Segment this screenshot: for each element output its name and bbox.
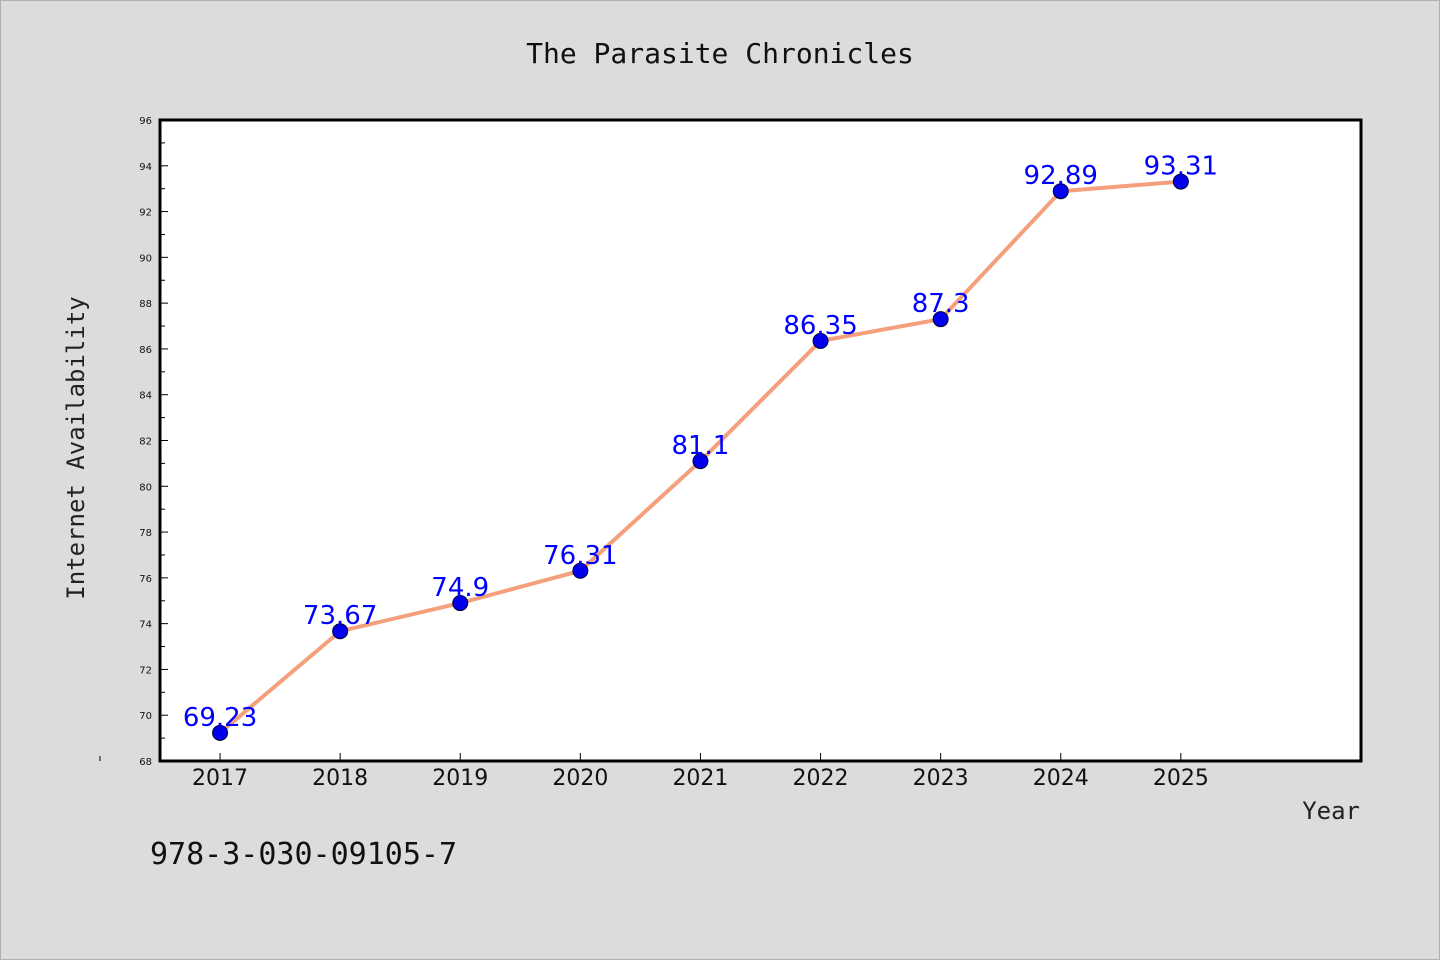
isbn-text: 978-3-030-09105-7: [150, 837, 457, 872]
data-label: 81.1: [672, 431, 730, 461]
y-tick-label: 78: [139, 528, 152, 539]
data-point: [932, 311, 949, 328]
x-tick-label: 2021: [672, 766, 728, 791]
y-tick-label: 94: [139, 162, 152, 173]
data-label: 74.9: [431, 573, 489, 603]
y-tick-label: 90: [139, 253, 152, 264]
data-point: [692, 453, 709, 470]
x-tick-label: 2017: [192, 766, 248, 791]
x-tick-label: 2022: [793, 766, 849, 791]
data-point: [572, 562, 589, 579]
y-tick-label: 80: [139, 482, 152, 493]
data-point: [1172, 173, 1189, 190]
x-tick-label: 2020: [552, 766, 608, 791]
data-point: [332, 623, 349, 640]
y-tick-label: 88: [139, 299, 152, 310]
data-point: [1052, 183, 1069, 200]
x-tick-label: 2025: [1153, 766, 1209, 791]
data-label: 73.67: [303, 601, 377, 631]
y-axis-label: Internet Availability: [62, 296, 90, 599]
y-tick-label: 92: [139, 208, 152, 219]
plot-area: [158, 118, 1363, 763]
y-tick-label: 70: [139, 711, 152, 722]
series-group: [212, 173, 1189, 741]
x-tick-label: 2024: [1033, 766, 1089, 791]
data-labels: 69.23 73.67 74.9 76.31 81.1 86.35 87.3 92.89 93.…: [183, 152, 1218, 733]
y-tick-label: 76: [139, 574, 152, 585]
y-tick-label: 68: [139, 757, 152, 768]
data-label: 86.35: [783, 311, 857, 341]
x-axis-label: Year: [1302, 797, 1360, 825]
x-tick-label: 2018: [312, 766, 368, 791]
data-label: 87.3: [912, 289, 970, 319]
y-tick-label: 72: [139, 665, 152, 676]
data-point: [812, 332, 829, 349]
x-tick-label: 2019: [432, 766, 488, 791]
data-label: 76.31: [543, 541, 617, 571]
y-tick-label: 96: [139, 116, 152, 127]
x-tick-label: 2023: [913, 766, 969, 791]
data-point: [452, 595, 469, 612]
data-point: [212, 724, 229, 741]
y-tick-label: 82: [139, 437, 152, 448]
chart-title: The Parasite Chronicles: [526, 37, 914, 70]
y-tick-label: 86: [139, 345, 152, 356]
data-label: 69.23: [183, 703, 257, 733]
y-tick-label: 84: [139, 391, 152, 402]
data-label: 92.89: [1024, 161, 1098, 191]
y-axis: 68 70 72 74 76 78 80 82 84 86 88 90 92 94 96: [139, 116, 168, 768]
x-axis: 2017 2018 2019 2020 2021 2022 2023 2024 2025: [99, 753, 1209, 791]
data-label: 93.31: [1144, 152, 1218, 182]
y-tick-label: 74: [139, 620, 152, 631]
